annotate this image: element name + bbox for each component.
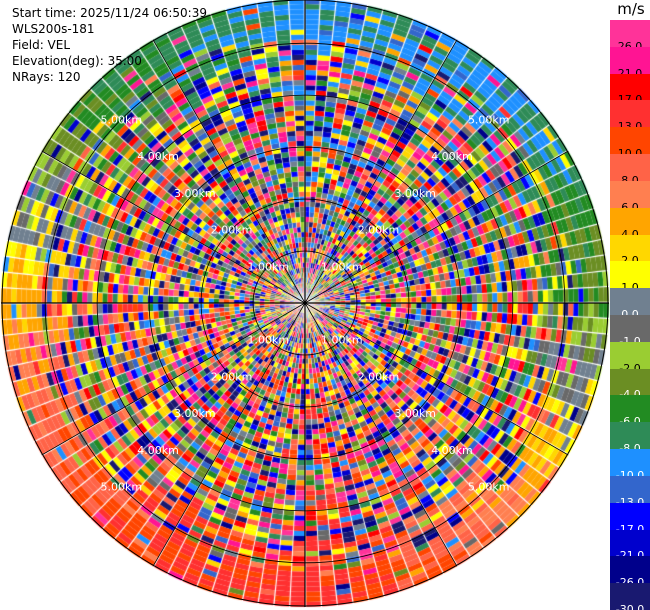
- colorbar-swatch: [610, 556, 650, 584]
- start-time-text: Start time: 2025/11/24 06:50:39: [12, 6, 207, 20]
- range-ring-label: 4.00km: [431, 444, 473, 457]
- colorbar-swatch: [610, 529, 650, 557]
- colorbar-swatch: [610, 234, 650, 262]
- azimuth-spoke: [152, 39, 306, 304]
- azimuth-spoke: [41, 302, 306, 456]
- colorbar-swatch: [610, 20, 650, 48]
- colorbar-swatch: [610, 46, 650, 75]
- range-ring-label: 5.00km: [100, 113, 142, 126]
- range-ring-label: 1.00km: [321, 260, 363, 273]
- colorbar-swatch: [610, 341, 650, 370]
- range-ring-label: 1.00km: [321, 334, 363, 347]
- range-ring-label: 4.00km: [431, 150, 473, 163]
- colorbar-swatch: [610, 315, 650, 343]
- range-ring-label: 3.00km: [174, 187, 216, 200]
- nrays-text: NRays: 120: [12, 70, 81, 84]
- colorbar-swatch: [610, 73, 650, 101]
- colorbar-unit: m/s: [617, 0, 645, 18]
- field-text: Field: VEL: [12, 38, 71, 52]
- colorbar-swatch: [610, 475, 650, 504]
- colorbar-swatch: [610, 154, 650, 182]
- range-ring-label: 2.00km: [211, 370, 253, 383]
- colorbar-swatch: [610, 207, 650, 236]
- colorbar-swatch: [610, 422, 650, 450]
- range-ring-label: 2.00km: [211, 224, 253, 237]
- azimuth-spoke: [41, 150, 306, 304]
- colorbar-swatch: [610, 127, 650, 155]
- range-ring-label: 5.00km: [468, 113, 510, 126]
- colorbar-swatch: [610, 502, 650, 531]
- range-ring-label: 2.00km: [358, 224, 400, 237]
- colorbar-swatch: [610, 261, 650, 289]
- range-ring-label: 3.00km: [394, 187, 436, 200]
- colorbar-tick-label: -30.0: [615, 603, 645, 610]
- azimuth-spoke: [304, 39, 458, 304]
- range-ring-label: 1.00km: [247, 260, 289, 273]
- colorbar-swatch: [610, 368, 650, 396]
- colorbar: 26.021.017.013.010.08.06.04.02.01.00.0-1…: [610, 20, 650, 610]
- azimuth-spoke: [304, 150, 569, 304]
- range-ring-label: 3.00km: [174, 407, 216, 420]
- colorbar-swatch: [610, 288, 650, 316]
- range-ring-label: 3.00km: [394, 407, 436, 420]
- colorbar-swatch: [610, 449, 650, 477]
- range-ring-label: 5.00km: [468, 481, 510, 494]
- azimuth-spoke: [152, 302, 306, 567]
- range-ring-label: 2.00km: [358, 370, 400, 383]
- colorbar-swatch: [610, 395, 650, 423]
- azimuth-spoke: [304, 302, 569, 456]
- range-ring-label: 4.00km: [137, 150, 179, 163]
- colorbar-swatch: [610, 583, 650, 610]
- azimuth-spoke: [304, 302, 458, 567]
- colorbar-swatch: [610, 180, 650, 209]
- range-ring-label: 4.00km: [137, 444, 179, 457]
- ppi-overlay: 1.00km 1.00km 1.00km 1.00km 2.00km 2.00km 2.00…: [1, 0, 609, 607]
- range-ring-label: 5.00km: [100, 481, 142, 494]
- colorbar-swatch: [610, 100, 650, 128]
- station-text: WLS200s-181: [12, 22, 95, 36]
- range-ring-label: 1.00km: [247, 334, 289, 347]
- elevation-text: Elevation(deg): 35.00: [12, 54, 142, 68]
